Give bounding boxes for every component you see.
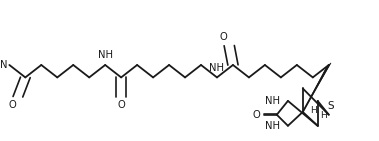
Polygon shape bbox=[303, 63, 331, 112]
Text: NH: NH bbox=[266, 121, 280, 131]
Text: S: S bbox=[327, 101, 334, 111]
Text: NH: NH bbox=[210, 63, 224, 73]
Text: O: O bbox=[8, 100, 16, 110]
Text: NH: NH bbox=[266, 96, 280, 106]
Text: H: H bbox=[321, 111, 327, 120]
Text: H$_2$N: H$_2$N bbox=[0, 58, 8, 72]
Text: H: H bbox=[310, 106, 317, 115]
Text: O: O bbox=[117, 100, 125, 110]
Text: O: O bbox=[252, 110, 260, 120]
Text: O: O bbox=[220, 32, 227, 42]
Text: NH: NH bbox=[98, 50, 113, 60]
